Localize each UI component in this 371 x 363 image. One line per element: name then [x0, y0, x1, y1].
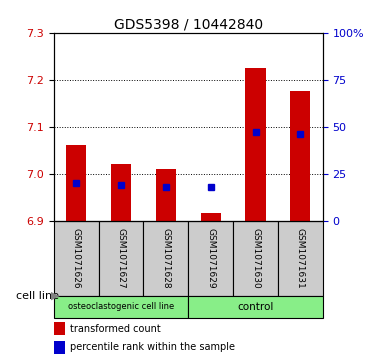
Text: GSM1071629: GSM1071629: [206, 228, 215, 288]
Text: GSM1071630: GSM1071630: [251, 228, 260, 289]
Text: control: control: [237, 302, 274, 312]
Bar: [156, 169, 176, 220]
Text: transformed count: transformed count: [70, 324, 161, 334]
Text: percentile rank within the sample: percentile rank within the sample: [70, 342, 235, 352]
Text: osteoclastogenic cell line: osteoclastogenic cell line: [68, 302, 174, 311]
Bar: [278, 220, 323, 295]
Text: GSM1071626: GSM1071626: [72, 228, 81, 288]
Title: GDS5398 / 10442840: GDS5398 / 10442840: [114, 17, 263, 32]
Text: GSM1071631: GSM1071631: [296, 228, 305, 289]
Bar: [66, 145, 86, 220]
Bar: [246, 68, 266, 220]
Bar: [54, 295, 188, 318]
Bar: [201, 213, 221, 220]
Bar: [233, 220, 278, 295]
Text: ▶: ▶: [51, 291, 60, 301]
Bar: [144, 220, 188, 295]
Bar: [188, 295, 323, 318]
Bar: [54, 322, 65, 335]
Bar: [290, 91, 311, 220]
Bar: [99, 220, 144, 295]
Bar: [54, 341, 65, 354]
Text: GSM1071627: GSM1071627: [116, 228, 125, 288]
Text: cell line: cell line: [16, 291, 59, 301]
Bar: [54, 220, 99, 295]
Text: GSM1071628: GSM1071628: [161, 228, 170, 288]
Bar: [188, 220, 233, 295]
Bar: [111, 164, 131, 220]
